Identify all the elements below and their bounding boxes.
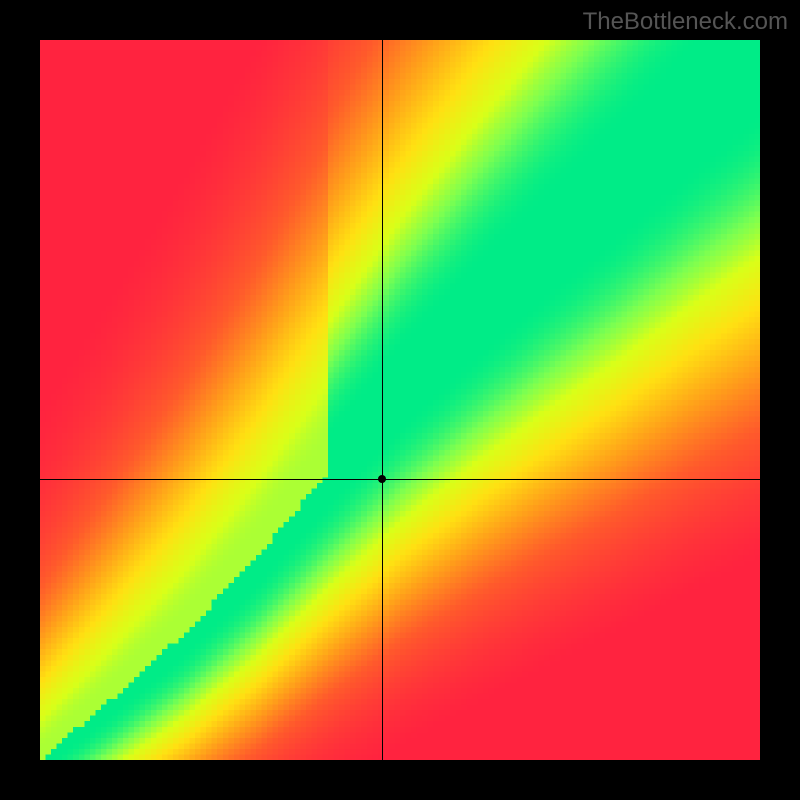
- chart-container: TheBottleneck.com: [0, 0, 800, 800]
- crosshair-vertical: [382, 40, 383, 760]
- watermark-text: TheBottleneck.com: [583, 8, 788, 36]
- plot-area: [40, 40, 760, 760]
- marker-point: [378, 475, 386, 483]
- heatmap-canvas: [40, 40, 760, 760]
- crosshair-horizontal: [40, 479, 760, 480]
